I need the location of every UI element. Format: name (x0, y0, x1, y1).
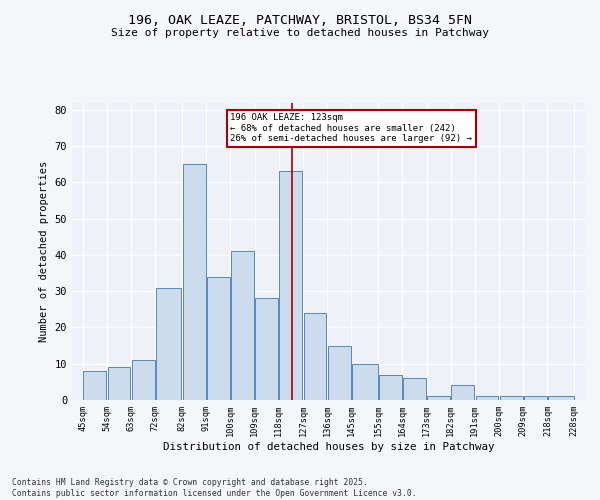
Bar (500, 396, 523, 400)
Bar (328, 346, 350, 400)
Text: Contains HM Land Registry data © Crown copyright and database right 2025.
Contai: Contains HM Land Registry data © Crown c… (12, 478, 416, 498)
Bar (156, 288, 181, 400)
Bar (107, 368, 130, 400)
Bar (304, 313, 326, 400)
Bar (548, 396, 574, 400)
Bar (83, 371, 106, 400)
Y-axis label: Number of detached properties: Number of detached properties (39, 160, 49, 342)
Bar (427, 396, 450, 400)
Text: Size of property relative to detached houses in Patchway: Size of property relative to detached ho… (111, 28, 489, 38)
Bar (476, 396, 499, 400)
Bar (403, 378, 426, 400)
Bar (524, 396, 547, 400)
Bar (183, 164, 206, 400)
Bar (207, 276, 230, 400)
Bar (280, 172, 302, 400)
Bar (256, 298, 278, 400)
Text: 196 OAK LEAZE: 123sqm
← 68% of detached houses are smaller (242)
26% of semi-det: 196 OAK LEAZE: 123sqm ← 68% of detached … (230, 114, 472, 143)
Bar (352, 364, 377, 400)
Bar (231, 252, 254, 400)
Bar (451, 386, 474, 400)
Bar (379, 374, 401, 400)
Text: 196, OAK LEAZE, PATCHWAY, BRISTOL, BS34 5FN: 196, OAK LEAZE, PATCHWAY, BRISTOL, BS34 … (128, 14, 472, 27)
Bar (132, 360, 155, 400)
X-axis label: Distribution of detached houses by size in Patchway: Distribution of detached houses by size … (163, 442, 494, 452)
